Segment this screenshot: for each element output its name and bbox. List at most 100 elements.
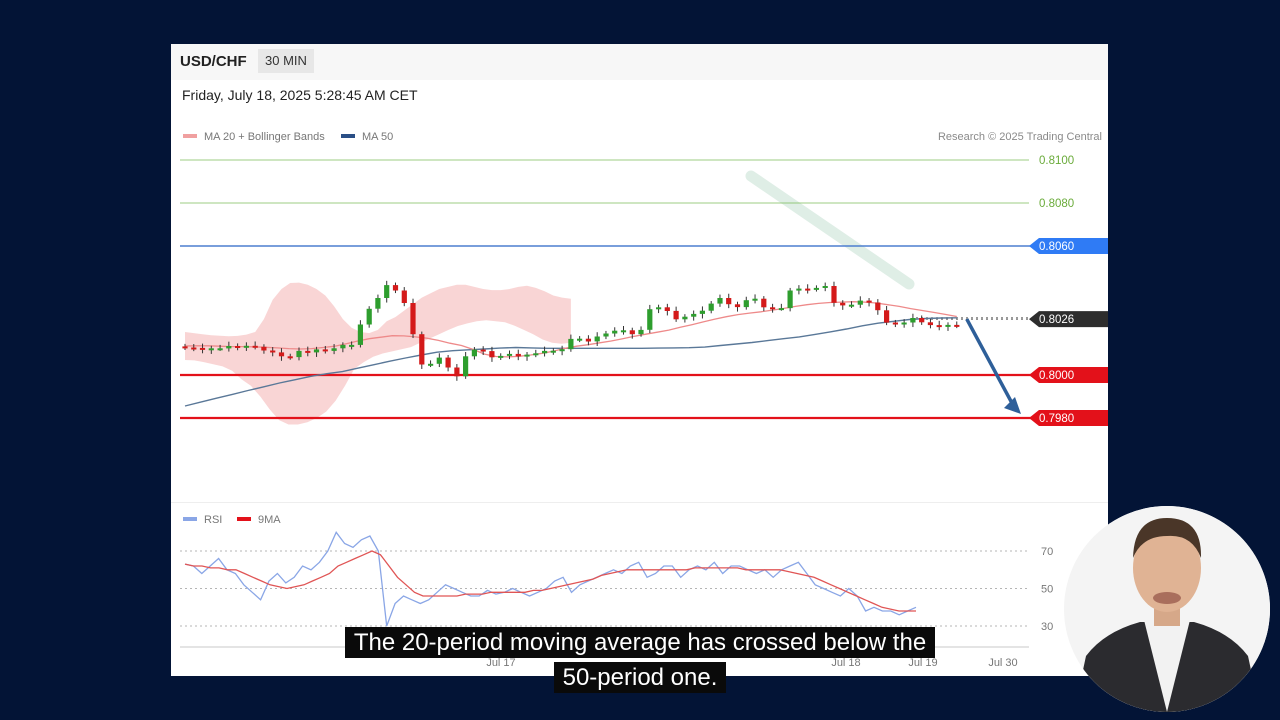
symbol-title: USD/CHF (180, 53, 247, 70)
copyright-label: Research © 2025 Trading Central (938, 131, 1102, 143)
subtitle-text-1: The 20-period moving average has crossed… (344, 627, 936, 658)
chart-header: USD/CHF 30 MIN (171, 44, 1108, 80)
candle-body-73 (822, 286, 828, 288)
presenter-hair (1133, 518, 1202, 558)
candle-body-80 (884, 310, 890, 323)
x-tick-jul30: Jul 30 (988, 657, 1017, 669)
candle-body-0 (182, 346, 188, 349)
price-legend: MA 20 + Bollinger Bands MA 50 Research ©… (183, 131, 1102, 143)
rsi-tick-30: 30 (1041, 621, 1053, 633)
candle-body-62 (726, 298, 732, 305)
level-label-1: 0.8080 (1039, 198, 1074, 210)
candle-body-59 (699, 310, 705, 314)
legend-swatch-ma20 (183, 134, 197, 138)
candle-body-25 (401, 290, 407, 303)
candle-body-84 (919, 318, 925, 323)
candle-body-66 (761, 298, 767, 308)
candle-body-46 (585, 338, 591, 342)
candle-body-11 (278, 352, 285, 357)
candle-body-52 (638, 329, 644, 335)
candle-body-20 (357, 324, 363, 345)
candle-body-5 (226, 346, 232, 349)
candle-body-3 (208, 348, 214, 351)
level-tag-3 (1029, 311, 1108, 328)
candle-body-48 (603, 333, 609, 337)
candle-body-17 (331, 348, 337, 351)
candle-body-47 (594, 336, 600, 342)
chart-datetime: Friday, July 18, 2025 5:28:45 AM CET (182, 87, 418, 103)
candle-body-68 (778, 308, 784, 311)
ghost-arrow-shaft (745, 170, 915, 290)
candle-body-55 (664, 307, 670, 311)
timeframe-badge[interactable]: 30 MIN (258, 49, 314, 73)
level-label-2: 0.8060 (1039, 241, 1074, 253)
candle-body-26 (410, 303, 416, 335)
legend-9ma: 9MA (258, 514, 281, 526)
rsi-line (184, 531, 917, 627)
candle-body-15 (313, 349, 320, 353)
candle-body-13 (296, 350, 302, 358)
presenter-mouth (1153, 592, 1181, 604)
level-label-3: 0.8026 (1039, 314, 1074, 326)
candle-body-77 (857, 300, 863, 305)
candle-body-49 (612, 330, 618, 334)
level-label-5: 0.7980 (1039, 413, 1074, 425)
ghost-arrow (745, 170, 915, 290)
candle-body-45 (577, 338, 583, 341)
x-tick-jul17: Jul 17 (486, 657, 515, 669)
candle-body-38 (515, 353, 521, 357)
candle-body-7 (243, 345, 249, 348)
rsi-tick-70: 70 (1041, 546, 1053, 558)
candle-body-65 (752, 298, 758, 301)
level-tag-5 (1029, 410, 1108, 426)
candle-body-35 (489, 351, 495, 358)
legend-swatch-ma50 (341, 134, 355, 138)
presenter-figure (1064, 506, 1270, 712)
bollinger-band-fill (185, 282, 571, 425)
candle-body-75 (840, 302, 846, 306)
candle-body-58 (691, 313, 697, 317)
subtitle-line-1: The 20-period moving average has crossed… (0, 626, 1280, 660)
legend-rsi: RSI (204, 514, 222, 526)
price-labels: 0.8100 0.8080 0.8060 0.8026 0.8000 0.7980 (1029, 155, 1108, 426)
candle-body-82 (901, 322, 907, 325)
candle-body-33 (471, 349, 477, 357)
candle-body-14 (305, 350, 311, 353)
legend-swatch-rsi (183, 517, 197, 521)
candle-body-56 (673, 310, 679, 320)
candle-body-44 (568, 338, 574, 350)
candle-body-76 (848, 304, 855, 307)
candle-body-37 (506, 353, 513, 356)
candle-body-57 (682, 316, 688, 320)
presenter-face (1133, 524, 1201, 612)
candle-body-8 (252, 345, 258, 348)
chart-panel: USD/CHF 30 MIN Friday, July 18, 2025 5:2… (171, 44, 1108, 676)
ma9-line (184, 550, 916, 612)
candle-body-29 (436, 357, 442, 364)
rsi-legend: RSI 9MA (183, 514, 281, 526)
forecast-arrow-head (1004, 397, 1021, 414)
candle-body-85 (927, 322, 933, 326)
candle-body-43 (559, 349, 565, 352)
candle-body-39 (524, 354, 530, 357)
forecast-arrow-shaft (965, 318, 1015, 406)
x-tick-jul18: Jul 18 (831, 657, 860, 669)
candle-body-50 (620, 330, 627, 333)
level-tag-4 (1029, 367, 1108, 383)
candle-body-61 (717, 298, 723, 304)
bollinger-band-layer (185, 282, 571, 425)
legend-ma20: MA 20 + Bollinger Bands (204, 131, 325, 143)
candles (182, 280, 960, 381)
candle-body-42 (550, 350, 556, 353)
legend-ma50: MA 50 (362, 131, 393, 143)
candle-body-24 (392, 285, 399, 291)
rsi-tick-50: 50 (1041, 584, 1053, 596)
candle-body-72 (813, 287, 819, 290)
candle-body-21 (366, 308, 372, 325)
candle-body-27 (419, 334, 425, 365)
candle-body-34 (480, 349, 486, 352)
candle-body-78 (866, 300, 872, 303)
candle-body-63 (734, 304, 741, 308)
candle-body-28 (428, 363, 434, 366)
candle-body-60 (708, 303, 714, 311)
